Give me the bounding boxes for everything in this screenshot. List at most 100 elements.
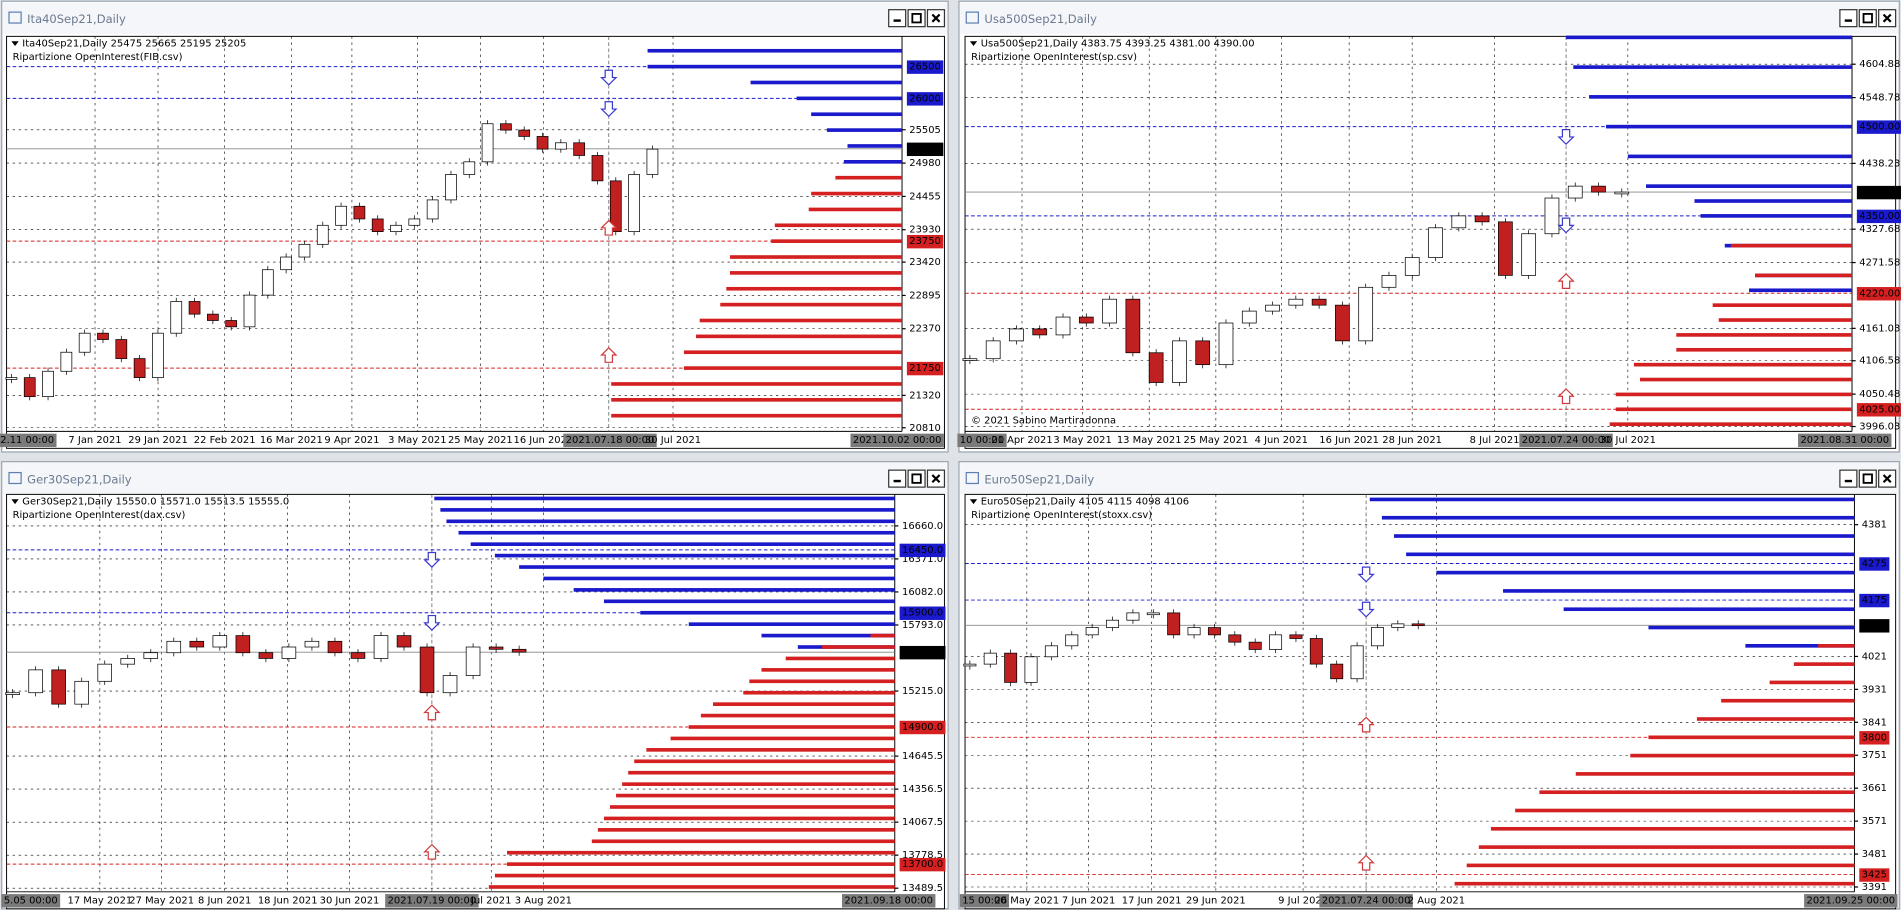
candle [5,692,20,695]
title-bar [2,2,947,34]
calls-bar [440,508,895,512]
puts-bar [670,736,895,741]
candle [97,332,109,340]
date-label: 16 Jun 2021 [1319,435,1379,446]
minimize-button[interactable] [888,9,907,28]
y-tick-label: 15215.0 [902,686,943,697]
label-box [1856,120,1901,134]
window-icon [8,471,22,485]
level-label: 15900.0 [902,608,943,619]
maximize-button[interactable] [907,9,926,28]
date-label: 2.11 00:00 [0,435,54,446]
level-label: 4025.00 [1859,404,1900,415]
date-label: 29 Jun 2021 [1186,895,1246,906]
puts-bar [1712,303,1853,307]
date-label: 2 Aug 2021 [1408,895,1465,906]
date-label: 7 Jan 2021 [68,435,121,446]
label-box [1856,209,1901,224]
candle [1024,656,1038,683]
puts-bar [720,302,903,307]
puts-bar [696,334,903,339]
minimize-button[interactable] [1839,469,1858,488]
maximize-button[interactable] [1858,469,1877,488]
minimize-button[interactable] [888,469,907,488]
date-label: 22 Feb 2021 [194,435,256,446]
calls-bar [603,599,895,604]
date-label: 17 Jun 2021 [1122,895,1182,906]
date-label: 25 May 2021 [448,435,513,446]
date-label: 8 Jul 2021 [1470,435,1520,446]
title-bar [2,462,947,495]
puts-bar [1718,318,1853,322]
date-label: 2021.07.19 00:00 [388,895,477,906]
y-tick-label: 21320 [909,390,941,401]
calls-bar [1563,607,1855,612]
level-label: 3800 [1862,732,1887,743]
candle [1265,304,1280,312]
candle [1428,227,1443,258]
level-label: 4175 [1862,595,1887,606]
calls-bar [1648,625,1855,630]
puts-bar [1676,347,1853,352]
glyph [1882,474,1892,484]
glyph [1882,13,1892,23]
calls-bar [811,112,903,117]
date-label: 30 Jun 2021 [320,895,380,906]
puts-bar [494,873,895,878]
y-tick-label: 4604.88 [1859,59,1900,70]
up-arrow [423,843,441,860]
label-box [1859,619,1890,633]
label-box [1856,403,1901,417]
window-title: Euro50Sep21,Daily [984,472,1094,486]
candle [1404,257,1420,276]
candle [1004,652,1018,683]
y-tick-label: 22895 [909,290,941,301]
candle [554,142,567,150]
candle [1207,627,1221,636]
date-label: Jul 2021 [470,895,511,906]
label-box [850,433,944,448]
glyph [911,13,922,24]
puts-bar [761,668,895,672]
calls-bar [494,553,895,558]
level-label: 4220.00 [1859,288,1900,299]
label-box [899,645,946,660]
date-label: 5.05 00:00 [4,895,58,906]
candle [463,161,476,175]
maximize-button[interactable] [1858,9,1877,28]
current-price-label: 15555.0 [902,647,943,658]
calls-bar [1369,497,1855,502]
candle [396,635,412,648]
candle [1544,197,1560,235]
level-label: 3425 [1862,870,1887,881]
candle [261,269,274,296]
candle [646,148,659,175]
puts-bar [1793,662,1855,666]
down-arrow [1357,601,1375,618]
calls-bar [1646,184,1853,188]
candle [353,205,366,220]
calls-bar [688,622,895,626]
level-label: 23750 [909,236,941,247]
y-tick-label: 20810 [909,423,941,434]
date-label: 3 Aug 2021 [515,895,572,906]
y-tick-label: 3571 [1862,816,1887,827]
maximize-button[interactable] [907,469,926,488]
up-arrow [1557,272,1575,289]
puts-bar [611,413,903,418]
calls-bar [458,530,895,535]
date-label: 27 May 2021 [129,895,194,906]
puts-bar [1466,863,1855,868]
glyph [911,473,922,484]
date-label: 29 Jan 2021 [128,435,187,446]
date-label: 21 Apr 2021 [991,435,1052,446]
calls-bar [647,48,903,53]
chart-header: Ger30Sep21,Daily 15550.0 15571.0 15513.5… [22,497,289,508]
candle [1009,328,1024,342]
minimize-button[interactable] [1839,9,1858,28]
title-bar [960,2,1899,34]
puts-bar [1615,392,1853,397]
puts-bar [743,690,895,695]
candle [258,652,274,659]
